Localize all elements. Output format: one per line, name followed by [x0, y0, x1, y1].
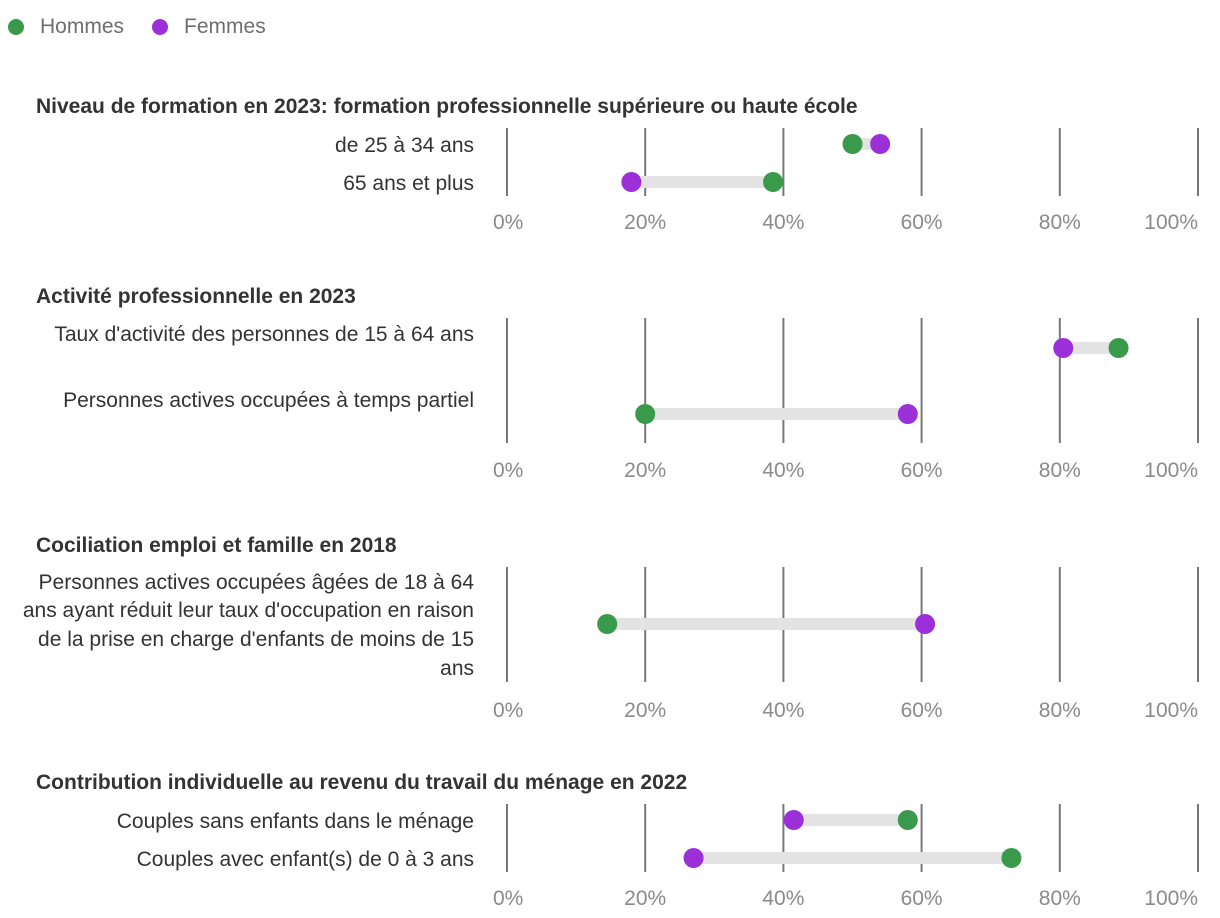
panel-4: Contribution individuelle au revenu du t…: [36, 771, 1199, 910]
legend-item-hommes: Hommes: [8, 15, 124, 39]
data-row: de 25 à 34 ans: [335, 134, 891, 157]
x-tick-label: 80%: [1039, 887, 1081, 910]
data-row: Personnes actives occupées à temps parti…: [63, 389, 918, 424]
row-label: de la prise en charge d'enfants de moins…: [38, 628, 474, 651]
row-label: Personnes actives occupées âgées de 18 à…: [39, 571, 475, 594]
x-tick-label: 80%: [1039, 459, 1081, 482]
x-tick-label: 40%: [762, 699, 804, 722]
x-tick-label: 20%: [624, 887, 666, 910]
panel-2: Activité professionnelle en 2023 0% 20% 40%…: [36, 285, 1199, 482]
row-label: de 25 à 34 ans: [335, 134, 474, 157]
legend-label-femmes: Femmes: [184, 15, 266, 38]
x-tick-label: 100%: [1144, 459, 1198, 482]
x-tick-label: 80%: [1039, 211, 1081, 234]
data-row: 65 ans et plus: [343, 172, 784, 195]
panel-title: Niveau de formation en 2023: formation p…: [36, 95, 858, 118]
x-tick-label: 40%: [762, 211, 804, 234]
row-label: ans ayant réduit leur taux d'occupation …: [23, 599, 474, 622]
panel-1: Niveau de formation en 2023: formation p…: [36, 95, 1199, 234]
dot-femmes: [683, 848, 704, 868]
x-tick-label: 20%: [624, 699, 666, 722]
dot-hommes: [842, 134, 863, 154]
data-row: Couples sans enfants dans le ménage: [117, 810, 918, 833]
x-tick-label: 40%: [762, 887, 804, 910]
dot-hommes: [897, 810, 918, 830]
dot-femmes: [783, 810, 804, 830]
row-label: Couples avec enfant(s) de 0 à 3 ans: [137, 848, 474, 871]
x-tick-label: 20%: [624, 459, 666, 482]
dot-hommes: [597, 614, 618, 634]
data-row: Personnes actives occupées âgées de 18 à…: [23, 571, 936, 680]
dot-hommes: [1001, 848, 1022, 868]
x-tick-label: 20%: [624, 211, 666, 234]
legend-swatch-femmes: [152, 19, 169, 35]
dot-femmes: [870, 134, 891, 154]
panel-title: Contribution individuelle au revenu du t…: [36, 771, 687, 794]
x-tick-label: 0%: [493, 699, 523, 722]
x-tick-label: 100%: [1144, 699, 1198, 722]
dot-femmes: [915, 614, 936, 634]
panel-3: Cociliation emploi et famille en 2018 0% 2…: [23, 534, 1199, 722]
legend-label-hommes: Hommes: [40, 15, 125, 38]
legend-swatch-hommes: [8, 19, 24, 35]
legend: Hommes Femmes: [8, 12, 266, 42]
x-tick-label: 80%: [1039, 699, 1081, 722]
legend-item-femmes: Femmes: [152, 15, 266, 39]
x-tick-label: 100%: [1144, 211, 1198, 234]
row-label: 65 ans et plus: [343, 172, 474, 195]
panel-title: Activité professionnelle en 2023: [36, 285, 356, 308]
dot-femmes: [621, 172, 642, 192]
x-tick-label: 60%: [901, 699, 943, 722]
x-tick-label: 100%: [1144, 887, 1198, 910]
x-tick-label: 0%: [493, 887, 523, 910]
dot-femmes: [897, 404, 918, 424]
dot-hommes: [1108, 338, 1129, 358]
data-row: Taux d'activité des personnes de 15 à 64…: [54, 323, 1129, 358]
row-label: Personnes actives occupées à temps parti…: [63, 389, 474, 412]
x-tick-label: 60%: [901, 459, 943, 482]
panel-title: Cociliation emploi et famille en 2018: [36, 534, 397, 557]
dot-hommes: [763, 172, 784, 192]
dot-femmes: [1053, 338, 1074, 358]
x-tick-label: 40%: [762, 459, 804, 482]
row-label: Taux d'activité des personnes de 15 à 64…: [54, 323, 474, 346]
row-label: Couples sans enfants dans le ménage: [117, 810, 474, 833]
data-row: Couples avec enfant(s) de 0 à 3 ans: [137, 848, 1022, 871]
dot-hommes: [635, 404, 656, 424]
x-tick-label: 60%: [901, 887, 943, 910]
row-label: ans: [440, 657, 474, 680]
x-tick-label: 0%: [493, 211, 523, 234]
x-tick-label: 0%: [493, 459, 523, 482]
x-tick-label: 60%: [901, 211, 943, 234]
